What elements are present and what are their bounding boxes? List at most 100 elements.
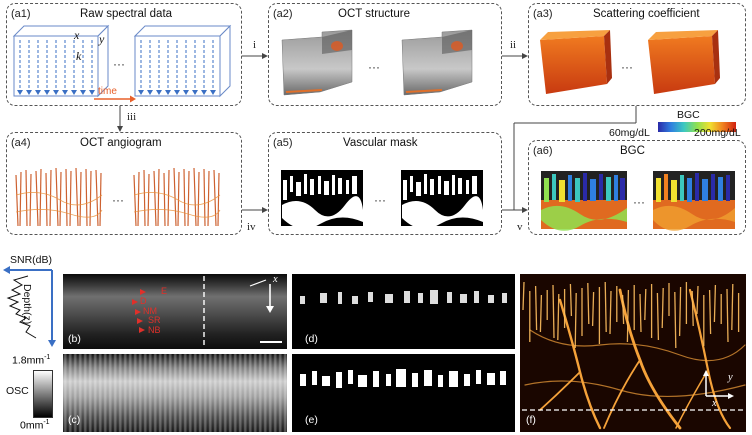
raw-spectral-cubes — [12, 24, 232, 103]
vessel-sprout — [591, 291, 595, 327]
panel-a5-label: (a5) — [273, 137, 293, 149]
cube-dots: ··· — [113, 57, 125, 71]
panel-a3-title: Scattering coefficient — [593, 8, 700, 20]
angiogram-dots: ··· — [112, 193, 124, 207]
panel-a4 — [6, 132, 242, 235]
vessel-sprout — [626, 289, 630, 343]
vessel-sprout — [674, 291, 677, 349]
vascular-mask-images — [281, 170, 483, 226]
layer-nb-label: NB — [148, 325, 161, 335]
bgc-dots: ··· — [633, 195, 645, 209]
subpanel-b-label: (b) — [68, 333, 81, 345]
subpanel-e-label: (e) — [305, 414, 318, 426]
scattering-coefficient-images — [540, 30, 720, 94]
vessel-sprout — [731, 283, 734, 331]
panel-a1-label: (a1) — [11, 8, 31, 20]
osc-label: OSC — [6, 385, 29, 397]
vascular-mask-dots: ··· — [374, 193, 386, 207]
bgc-legend-max: 200mg/dL — [694, 127, 741, 139]
layer-nm-label: NM — [143, 306, 157, 316]
panel-a2-title: OCT structure — [338, 8, 410, 20]
scattering-dots: ··· — [621, 60, 633, 74]
panel-a1 — [6, 3, 242, 106]
vessel-sprout — [678, 286, 682, 337]
bgc-images — [541, 171, 735, 231]
vessel-sprout — [574, 292, 577, 349]
time-label: time — [98, 86, 117, 97]
vessel-sprout — [557, 293, 560, 341]
vessel-sprout — [708, 289, 712, 335]
panel-a2-label: (a2) — [273, 8, 293, 20]
mask-d — [292, 274, 515, 349]
arrow-i — [242, 53, 268, 59]
panel-a6 — [528, 140, 746, 235]
panel-a1-title: Raw spectral data — [80, 8, 173, 20]
panel-a4-title: OCT angiogram — [80, 137, 162, 149]
panel-a4-label: (a4) — [11, 137, 31, 149]
vessel-sprout — [534, 285, 538, 331]
subpanel-f-label: (f) — [526, 414, 536, 426]
angiogram-en-face-f — [520, 274, 746, 432]
vessel-sprout — [621, 294, 625, 325]
step-i-label: i — [253, 39, 257, 51]
layer-e-label: E — [161, 286, 168, 296]
vessel-sprout — [609, 290, 612, 335]
axis-x-label: x — [74, 28, 80, 42]
axis-x-b-label: x — [273, 274, 278, 285]
subpanel-d-label: (d) — [305, 333, 318, 345]
arrow-ii — [502, 53, 528, 59]
vessel-sprout — [522, 281, 525, 311]
vessel-sprout — [726, 288, 729, 343]
panel-a3-label: (a3) — [533, 8, 553, 20]
vessel-sprout — [604, 281, 607, 333]
panel-a2 — [268, 3, 502, 106]
vessel-sprout — [587, 282, 590, 325]
step-ii-label: ii — [510, 39, 517, 51]
spectral-cube-1 — [12, 24, 110, 98]
oct-bscan-b — [63, 274, 287, 349]
panel-a6-title: BGC — [620, 145, 645, 157]
vessel-sprout — [656, 292, 660, 341]
axis-x-f-label: x — [712, 398, 717, 409]
arrow-iii — [117, 106, 123, 132]
axis-k-label: k — [76, 49, 82, 63]
osc-colorbar — [33, 370, 53, 418]
bgc-legend-min: 60mg/dL — [609, 127, 650, 139]
panel-a5 — [268, 132, 502, 235]
step-iii-label: iii — [127, 111, 137, 123]
vessel-sprout — [539, 294, 543, 333]
step-iv-label: iv — [247, 221, 256, 233]
axis-y-label: y — [99, 32, 105, 46]
oct-angiogram-images — [15, 167, 221, 227]
vessel-sprout — [644, 288, 647, 321]
mask-e — [292, 354, 515, 432]
spectral-cube-2 — [133, 24, 232, 98]
vessel-sprout — [691, 290, 694, 327]
arrow-iv — [242, 207, 268, 213]
vessel-sprout — [713, 284, 717, 323]
osc-min-label: 0mm-1 — [20, 419, 50, 432]
vessel-sprout — [552, 284, 555, 339]
panel-a3 — [528, 3, 746, 106]
vessel-sprout — [661, 287, 664, 329]
oct-structure-dots: ··· — [368, 60, 380, 74]
oct-structure-images — [281, 29, 473, 96]
oct-osc-c — [63, 354, 287, 432]
layer-d-label: D — [140, 296, 147, 306]
step-v-label: v — [517, 221, 523, 233]
layer-sr-label: SR — [148, 315, 161, 325]
bgc-colorbar — [658, 122, 736, 132]
panel-a5-title: Vascular mask — [343, 137, 418, 149]
arrow-v — [502, 106, 637, 213]
subpanel-c-label: (c) — [68, 414, 81, 426]
vessel-sprout — [639, 293, 642, 333]
bgc-legend-title: BGC — [677, 109, 700, 121]
snr-label: SNR(dB) — [10, 254, 53, 266]
vessel-sprout — [569, 283, 573, 317]
axis-y-f-label: y — [728, 372, 733, 383]
vessel-sprout — [696, 285, 699, 315]
